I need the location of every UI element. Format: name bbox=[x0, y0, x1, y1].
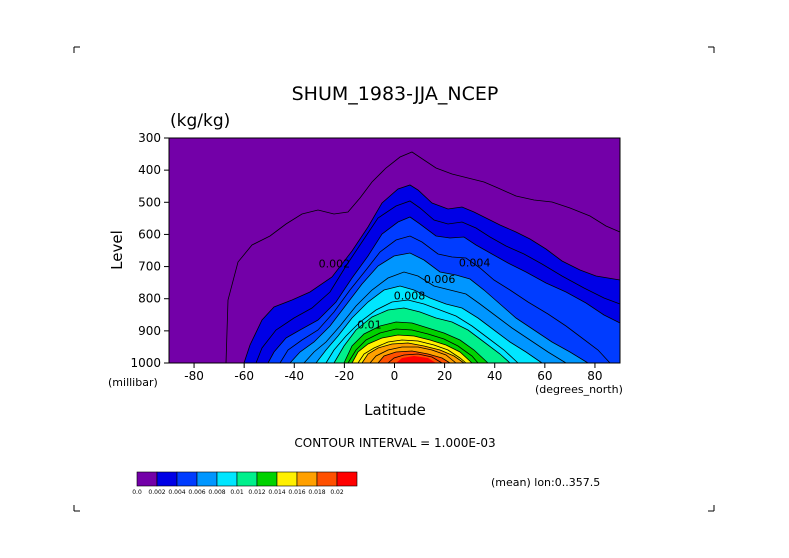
chart-title: SHUM_1983-JJA_NCEP bbox=[292, 83, 499, 105]
contour-line-0.013 bbox=[347, 328, 479, 364]
contour-line-0.016 bbox=[361, 342, 465, 364]
colorbar-label: 0.0 bbox=[132, 489, 142, 496]
x-axis-title: Latitude bbox=[364, 401, 426, 419]
contour-label: 0.002 bbox=[319, 257, 351, 270]
contour-line-0.018 bbox=[377, 350, 451, 364]
crop-mark-top-left bbox=[73, 46, 80, 53]
colorbar-swatch bbox=[236, 471, 258, 487]
contour-line-0.002 bbox=[243, 184, 621, 364]
colorbar-swatch bbox=[316, 471, 338, 487]
y-tick-label: 500 bbox=[138, 195, 161, 209]
crop-mark-bottom-right bbox=[708, 505, 715, 512]
contour-lines bbox=[225, 151, 621, 364]
y-axis-title: Level bbox=[108, 230, 126, 270]
y-tick-label: 900 bbox=[138, 324, 161, 338]
units-label: (kg/kg) bbox=[170, 111, 230, 131]
contour-line-0.007 bbox=[303, 271, 567, 364]
crop-mark-top-right bbox=[708, 46, 715, 53]
contour-line-0.014 bbox=[351, 334, 473, 364]
colorbar-swatch bbox=[256, 471, 278, 487]
colorbar-label: 0.006 bbox=[188, 489, 205, 496]
crop-marks bbox=[73, 46, 715, 512]
colorbar-label: 0.014 bbox=[268, 489, 285, 496]
contour-line-0.017 bbox=[369, 346, 457, 364]
y-tick-label: 800 bbox=[138, 292, 161, 306]
y-axis: 300 400 500 600 700 800 900 1000 bbox=[130, 131, 169, 370]
colorbar: 0.0 0.002 0.004 0.006 0.008 0.01 0.012 0.014 0.0… bbox=[132, 471, 358, 496]
crop-mark-bottom-left bbox=[73, 505, 80, 512]
y-unit-label: (millibar) bbox=[108, 376, 158, 389]
colorbar-swatch bbox=[136, 471, 158, 487]
contour-line-0.015 bbox=[357, 339, 467, 364]
colorbar-label: 0.012 bbox=[248, 489, 265, 496]
x-tick-label: -60 bbox=[234, 369, 254, 383]
colorbar-swatch bbox=[296, 471, 318, 487]
x-tick-label: -20 bbox=[335, 369, 355, 383]
contour-line-0.008 bbox=[315, 285, 543, 364]
contour-line-0.003 bbox=[255, 200, 621, 364]
y-tick-label: 700 bbox=[138, 260, 161, 274]
x-tick-label: 0 bbox=[391, 369, 399, 383]
x-tick-label: 80 bbox=[587, 369, 602, 383]
y-tick-label: 400 bbox=[138, 163, 161, 177]
colorbar-swatch bbox=[156, 471, 178, 487]
contour-interval-text: CONTOUR INTERVAL = 1.000E-03 bbox=[294, 436, 495, 450]
y-tick-label: 600 bbox=[138, 227, 161, 241]
contour-line-0.004 bbox=[267, 216, 621, 364]
y-tick-label: 300 bbox=[138, 131, 161, 145]
x-unit-label: (degrees_north) bbox=[535, 383, 623, 396]
x-tick-label: -40 bbox=[284, 369, 304, 383]
contour-line-0.006 bbox=[289, 252, 589, 364]
x-tick-label: -80 bbox=[184, 369, 204, 383]
x-tick-label: 60 bbox=[537, 369, 552, 383]
colorbar-swatch bbox=[336, 471, 358, 487]
contour-line-0.001 bbox=[225, 151, 621, 364]
x-axis: -80 -60 -40 -20 0 20 40 60 80 bbox=[184, 363, 603, 383]
contour-line-0.009 bbox=[325, 299, 519, 364]
contour-line-0.010 bbox=[333, 307, 511, 364]
colorbar-label: 0.016 bbox=[288, 489, 305, 496]
contour-band-0.020 bbox=[396, 356, 436, 363]
footer-mean-lon: (mean) lon:0..357.5 bbox=[491, 476, 600, 489]
contour-line-0.019 bbox=[387, 353, 443, 364]
contour-label: 0.008 bbox=[394, 290, 426, 303]
contour-label: 0.006 bbox=[424, 273, 456, 286]
colorbar-label: 0.01 bbox=[230, 489, 244, 496]
contour-line-0.005 bbox=[279, 235, 611, 364]
colorbar-label: 0.002 bbox=[148, 489, 165, 496]
contour-label: 0.004 bbox=[459, 257, 491, 270]
colorbar-label: 0.02 bbox=[330, 489, 344, 496]
contour-line-0.012 bbox=[343, 321, 489, 364]
colorbar-label: 0.004 bbox=[168, 489, 185, 496]
colorbar-label: 0.018 bbox=[308, 489, 325, 496]
colorbar-swatch bbox=[196, 471, 218, 487]
contour-label: 0.01 bbox=[357, 318, 382, 331]
colorbar-label: 0.008 bbox=[208, 489, 225, 496]
x-tick-label: 40 bbox=[487, 369, 502, 383]
colorbar-swatch bbox=[216, 471, 238, 487]
colorbar-swatch bbox=[276, 471, 298, 487]
x-tick-label: 20 bbox=[437, 369, 452, 383]
colorbar-swatch bbox=[176, 471, 198, 487]
y-tick-label: 1000 bbox=[130, 356, 161, 370]
